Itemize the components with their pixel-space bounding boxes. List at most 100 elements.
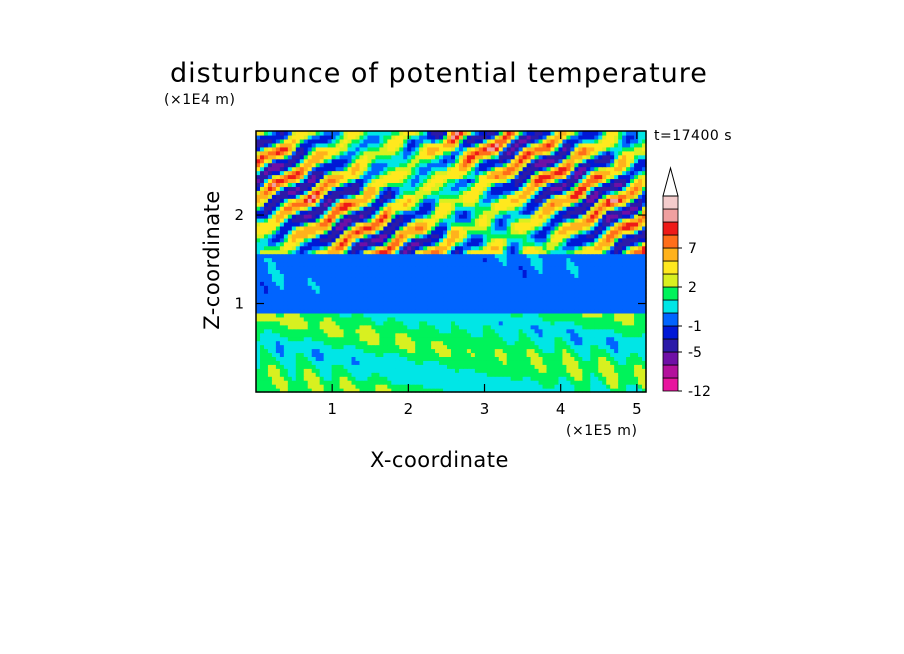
heatmap-cell — [594, 340, 599, 346]
heatmap-cell — [371, 229, 376, 235]
heatmap-cell — [470, 198, 476, 203]
heatmap-cell — [355, 190, 361, 195]
heatmap-cell — [267, 214, 273, 219]
heatmap-cell — [494, 289, 500, 294]
heatmap-cell — [435, 249, 440, 255]
heatmap-cell — [435, 336, 440, 342]
heatmap-cell — [275, 221, 281, 227]
heatmap-cell — [458, 340, 464, 346]
heatmap-cell — [518, 190, 524, 195]
heatmap-cell — [566, 257, 571, 263]
heatmap-cell — [395, 273, 400, 278]
heatmap-cell — [291, 344, 297, 350]
heatmap-cell — [435, 281, 440, 286]
heatmap-cell — [423, 297, 428, 302]
heatmap-cell — [470, 364, 476, 369]
heatmap-cell — [263, 305, 269, 310]
heatmap-cell — [443, 269, 448, 274]
heatmap-cell — [598, 376, 603, 381]
heatmap-cell — [474, 324, 480, 330]
heatmap-cell — [267, 388, 273, 393]
heatmap-cell — [534, 301, 540, 306]
heatmap-cell — [311, 316, 317, 322]
heatmap-cell — [391, 328, 396, 334]
heatmap-cell — [307, 221, 313, 227]
heatmap-cell — [562, 388, 568, 393]
heatmap-cell — [498, 261, 504, 267]
heatmap-cell — [630, 285, 635, 290]
heatmap-cell — [387, 233, 392, 239]
heatmap-cell — [259, 265, 265, 270]
heatmap-cell — [379, 356, 384, 361]
heatmap-cell — [391, 384, 396, 389]
heatmap-cell — [530, 305, 536, 310]
heatmap-cell — [538, 233, 544, 239]
heatmap-cell — [339, 308, 345, 314]
heatmap-cell — [407, 380, 412, 385]
heatmap-cell — [267, 237, 273, 243]
heatmap-cell — [383, 348, 388, 354]
heatmap-cell — [562, 376, 568, 381]
heatmap-cell — [415, 241, 420, 247]
heatmap-cell — [482, 332, 488, 338]
heatmap-cell — [586, 372, 591, 377]
heatmap-cell — [403, 289, 408, 294]
heatmap-cell — [343, 206, 349, 211]
heatmap-cell — [287, 261, 293, 267]
heatmap-cell — [590, 372, 595, 377]
heatmap-cell — [371, 308, 376, 314]
heatmap-cell — [634, 301, 639, 306]
heatmap-cell — [447, 320, 452, 326]
heatmap-cell — [558, 281, 564, 286]
heatmap-cell — [538, 253, 544, 259]
heatmap-cell — [510, 388, 516, 393]
heatmap-cell — [295, 214, 301, 219]
heatmap-cell — [339, 301, 345, 306]
heatmap-cell — [490, 190, 496, 195]
heatmap-cell — [299, 305, 305, 310]
heatmap-cell — [474, 293, 480, 298]
heatmap-cell — [602, 356, 607, 361]
heatmap-cell — [287, 277, 293, 282]
heatmap-cell — [534, 332, 540, 338]
heatmap-cell — [407, 206, 412, 211]
heatmap-cell — [630, 316, 635, 322]
heatmap-cell — [506, 336, 512, 342]
heatmap-cell — [622, 305, 627, 310]
heatmap-cell — [482, 289, 488, 294]
heatmap-cell — [594, 384, 599, 389]
heatmap-cell — [614, 190, 619, 195]
heatmap-cell — [526, 297, 532, 302]
heatmap-cell — [271, 198, 277, 203]
heatmap-cell — [391, 261, 396, 267]
heatmap-cell — [490, 308, 496, 314]
heatmap-cell — [351, 301, 357, 306]
heatmap-cell — [558, 273, 564, 278]
heatmap-cell — [486, 312, 492, 318]
heatmap-cell — [490, 380, 496, 385]
heatmap-cell — [626, 277, 631, 282]
heatmap-cell — [506, 190, 512, 195]
heatmap-cell — [375, 249, 380, 255]
heatmap-cell — [331, 221, 337, 227]
heatmap-cell — [303, 332, 309, 338]
heatmap-cell — [554, 289, 560, 294]
heatmap-cell — [391, 210, 396, 215]
heatmap-cell — [435, 332, 440, 338]
heatmap-cell — [562, 340, 568, 346]
heatmap-cell — [391, 312, 396, 318]
heatmap-cell — [458, 320, 464, 326]
heatmap-cell — [359, 261, 365, 267]
heatmap-cell — [478, 269, 484, 274]
heatmap-cell — [279, 348, 285, 354]
heatmap-cell — [443, 348, 448, 354]
heatmap-cell — [562, 218, 568, 223]
heatmap-cell — [470, 202, 476, 207]
heatmap-cell — [562, 225, 568, 231]
heatmap-cell — [407, 348, 412, 354]
heatmap-cell — [630, 388, 635, 393]
heatmap-cell — [335, 225, 341, 231]
heatmap-cell — [283, 261, 289, 267]
heatmap-cell — [602, 328, 607, 334]
heatmap-cell — [283, 237, 289, 243]
